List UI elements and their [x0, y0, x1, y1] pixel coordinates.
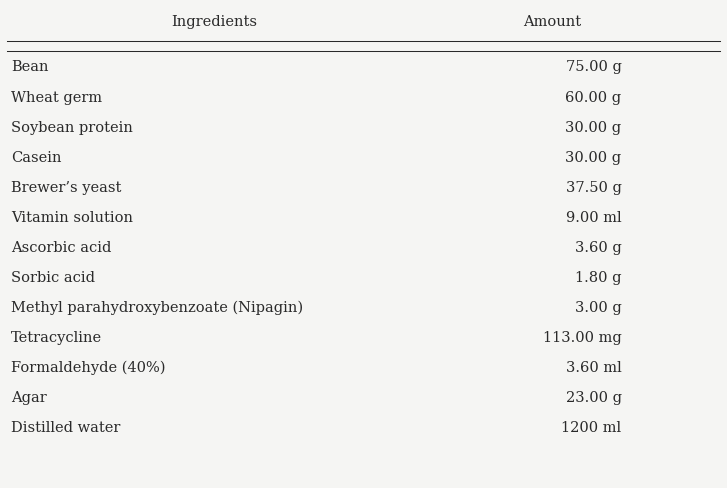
Text: 75.00 g: 75.00 g — [566, 61, 622, 74]
Text: 1.80 g: 1.80 g — [575, 270, 622, 285]
Text: Amount: Amount — [523, 15, 582, 29]
Text: Wheat germ: Wheat germ — [11, 90, 102, 104]
Text: 23.00 g: 23.00 g — [566, 390, 622, 405]
Text: 30.00 g: 30.00 g — [566, 150, 622, 164]
Text: Casein: Casein — [11, 150, 61, 164]
Text: Sorbic acid: Sorbic acid — [11, 270, 95, 285]
Text: 3.60 ml: 3.60 ml — [566, 361, 622, 374]
Text: 9.00 ml: 9.00 ml — [566, 210, 622, 224]
Text: 113.00 mg: 113.00 mg — [543, 330, 622, 345]
Text: 3.00 g: 3.00 g — [575, 301, 622, 314]
Text: Brewer’s yeast: Brewer’s yeast — [11, 181, 121, 194]
Text: 30.00 g: 30.00 g — [566, 121, 622, 134]
Text: Ingredients: Ingredients — [172, 15, 257, 29]
Text: Vitamin solution: Vitamin solution — [11, 210, 133, 224]
Text: Ascorbic acid: Ascorbic acid — [11, 241, 111, 254]
Text: Soybean protein: Soybean protein — [11, 121, 133, 134]
Text: Tetracycline: Tetracycline — [11, 330, 102, 345]
Text: Methyl parahydroxybenzoate (Nipagin): Methyl parahydroxybenzoate (Nipagin) — [11, 300, 303, 315]
Text: Bean: Bean — [11, 61, 49, 74]
Text: Formaldehyde (40%): Formaldehyde (40%) — [11, 360, 166, 375]
Text: Distilled water: Distilled water — [11, 421, 120, 434]
Text: 60.00 g: 60.00 g — [566, 90, 622, 104]
Text: 1200 ml: 1200 ml — [561, 421, 622, 434]
Text: 37.50 g: 37.50 g — [566, 181, 622, 194]
Text: 3.60 g: 3.60 g — [575, 241, 622, 254]
Text: Agar: Agar — [11, 390, 47, 405]
